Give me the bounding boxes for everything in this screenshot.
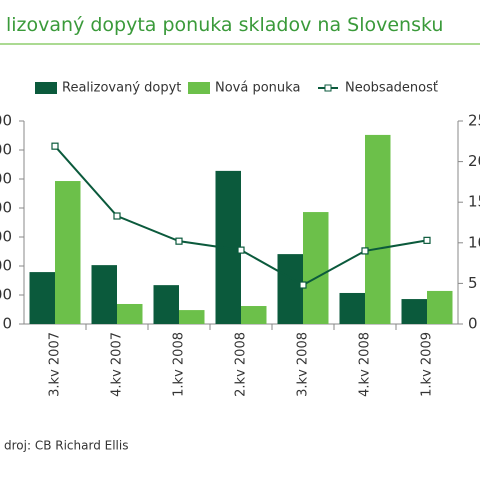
- bar: [179, 310, 205, 324]
- y2-tick-label: 15: [468, 193, 480, 211]
- bar: [339, 292, 365, 324]
- y-tick-label: 500: [0, 170, 12, 188]
- line-marker: [175, 237, 183, 245]
- legend-swatch: [188, 82, 210, 94]
- x-tick-label: 1.kv 2009: [420, 332, 435, 397]
- y-tick-label: 300: [0, 228, 12, 246]
- line-marker: [51, 142, 59, 150]
- y-tick-label: 400: [0, 199, 12, 217]
- bar: [365, 134, 391, 324]
- legend-label: Realizovaný dopyt: [62, 81, 181, 96]
- x-tick-label: 3.kv 2008: [296, 332, 311, 397]
- bar: [29, 272, 55, 324]
- line-marker: [237, 246, 245, 254]
- legend-label: Neobsadenosť: [345, 81, 438, 96]
- y-tick-label: 100: [0, 286, 12, 304]
- bar: [241, 306, 267, 324]
- bar: [427, 290, 453, 324]
- y-tick-label: 200: [0, 257, 12, 275]
- bar: [91, 265, 117, 324]
- x-tick-label: 4.kv 2007: [110, 332, 125, 397]
- legend-marker: [324, 84, 332, 92]
- legend-swatch: [35, 82, 57, 94]
- y-tick-label: 700: [0, 112, 12, 130]
- y-tick-label: 600: [0, 141, 12, 159]
- chart-title: lizovaný dopyta ponuka skladov na Sloven…: [6, 14, 443, 36]
- line-marker: [423, 236, 431, 244]
- bar: [117, 303, 143, 324]
- bar: [153, 285, 179, 324]
- bar: [303, 212, 329, 324]
- source: droj: CB Richard Ellis: [4, 439, 128, 453]
- x-tick-label: 3.kv 2007: [48, 332, 63, 397]
- y2-tick-label: 25: [468, 112, 480, 130]
- x-tick-label: 4.kv 2008: [358, 332, 373, 397]
- y-tick-label: 0: [2, 315, 12, 333]
- y2-tick-label: 10: [468, 233, 480, 251]
- bar: [277, 254, 303, 324]
- line-marker: [299, 281, 307, 289]
- line-marker: [361, 247, 369, 255]
- y2-tick-label: 5: [468, 274, 478, 292]
- x-tick-label: 1.kv 2008: [172, 332, 187, 397]
- x-tick-label: 2.kv 2008: [234, 332, 249, 397]
- y2-tick-label: 20: [468, 152, 480, 170]
- bar: [55, 181, 81, 324]
- legend-label: Nová ponuka: [215, 81, 300, 96]
- line-marker: [113, 212, 121, 220]
- bar: [401, 299, 427, 324]
- y2-tick-label: 0: [468, 315, 478, 333]
